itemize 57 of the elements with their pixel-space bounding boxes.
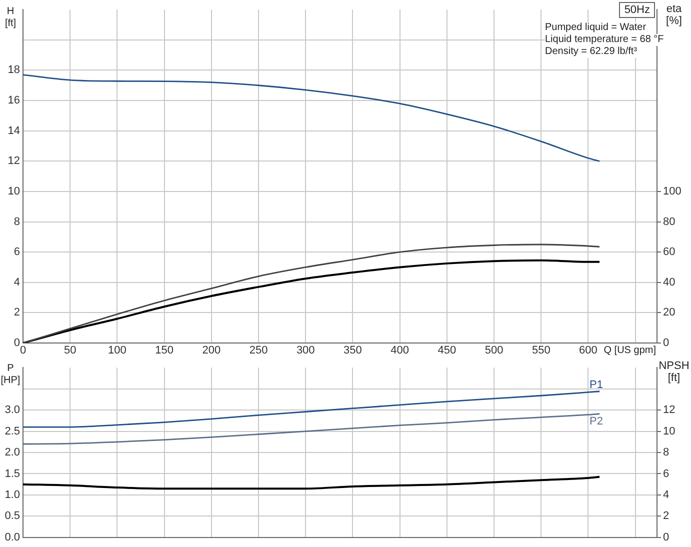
annotation: Pumped liquid = Water (545, 22, 646, 34)
y2-tick-label: 4 (663, 488, 670, 501)
x-tick-label: 150 (155, 344, 174, 357)
line-series (23, 259, 601, 343)
annotation: Density = 62.29 lb/ft³ (545, 46, 637, 58)
y-tick-label: 18 (8, 64, 20, 76)
y2-tick-label: 100 (663, 185, 682, 198)
y2-tick-label: 80 (663, 216, 676, 228)
y-tick-label: 6 (14, 246, 20, 258)
y-tick-label: 1.0 (4, 488, 20, 501)
y-tick-label: 14 (8, 124, 20, 137)
x-tick-label: 200 (202, 344, 221, 357)
y2-tick-label: 40 (663, 276, 676, 288)
line-series (23, 476, 601, 490)
y-tick-label: 10 (8, 185, 20, 198)
series-label: P1 (590, 378, 604, 391)
annotation: Liquid temperature = 68 °F (545, 34, 664, 46)
x-tick-label: 350 (344, 344, 362, 357)
x-tick-label: 100 (108, 344, 126, 357)
y2-tick-label: 20 (663, 306, 676, 319)
y-tick-label: 3.0 (4, 404, 20, 416)
x-tick-label: 600 (579, 344, 598, 357)
y-tick-label: 1.5 (4, 468, 20, 480)
y2-axis-title: eta [%] (665, 3, 683, 27)
x-tick-label: 300 (296, 344, 315, 357)
y2-tick-label: 0 (663, 531, 670, 544)
x-tick-label: 400 (390, 344, 409, 357)
y-tick-label: 2 (14, 306, 20, 319)
y2-tick-label: 6 (663, 468, 670, 480)
line-series (23, 74, 600, 162)
y-tick-label: 16 (8, 94, 20, 107)
y-tick-label: 0.0 (4, 531, 20, 544)
x-tick-label: 550 (532, 344, 550, 357)
y-axis-title: H [ft] (0, 6, 21, 30)
y2-tick-label: 60 (663, 246, 676, 258)
y-tick-label: 0.5 (4, 510, 20, 522)
y-tick-label: 8 (14, 216, 20, 228)
line-series (23, 244, 600, 343)
y-tick-label: 12 (8, 155, 20, 168)
x-axis-title: Q [US gpm] (604, 345, 656, 357)
line-series (23, 413, 600, 445)
y2-tick-label: 2 (663, 510, 670, 522)
x-tick-label: 450 (438, 344, 456, 357)
y2-tick-label: 10 (663, 425, 676, 438)
y-tick-label: 4 (14, 276, 20, 288)
y2-tick-label: 8 (663, 446, 670, 459)
y-tick-label: 2.5 (4, 425, 20, 438)
chart-title: 50Hz (619, 2, 655, 18)
y-tick-label: 2.0 (4, 446, 20, 459)
line-series (23, 390, 600, 428)
series-label: P2 (590, 415, 604, 428)
x-tick-label: 250 (249, 344, 268, 357)
y-axis-title: P [HP] (0, 363, 21, 387)
x-tick-label: 500 (484, 344, 504, 357)
y2-axis-title: NPSH [ft] (658, 360, 690, 384)
y2-tick-label: 12 (663, 404, 676, 416)
x-tick-label: 50 (64, 344, 76, 357)
